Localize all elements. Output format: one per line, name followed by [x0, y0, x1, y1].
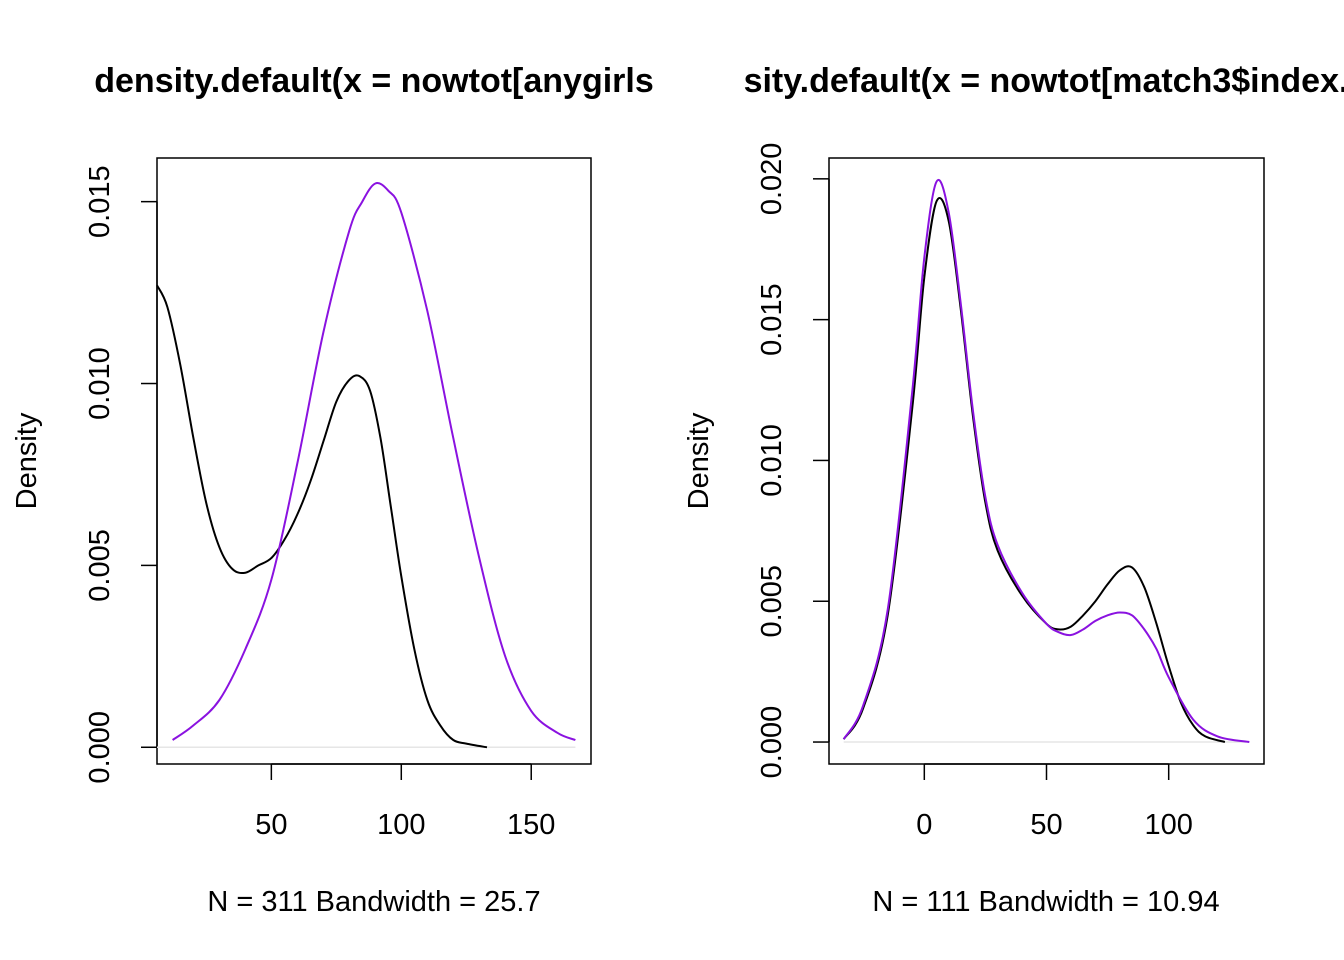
left-density-curve-2 — [172, 182, 576, 741]
left-y-axis: 0.000 0.005 0.010 0.015 — [84, 165, 158, 784]
left-density-curve-1 — [156, 284, 488, 749]
right-x-tick-label: 0 — [916, 809, 932, 841]
right-x-axis: 0 50 100 — [916, 763, 1193, 841]
left-y-tick-label: 0.015 — [84, 165, 116, 238]
right-x-axis-label: N = 111 Bandwidth = 10.94 — [872, 886, 1219, 918]
right-density-curve-1 — [842, 196, 1226, 743]
right-x-tick-label: 50 — [1030, 809, 1062, 841]
left-y-tick-label: 0.010 — [84, 347, 116, 420]
right-y-axis: 0.000 0.005 0.010 0.015 0.020 — [756, 143, 830, 779]
right-density-lines — [842, 179, 1250, 743]
left-x-axis-label: N = 311 Bandwidth = 25.7 — [207, 886, 540, 918]
right-y-tick-label: 0.000 — [756, 706, 788, 779]
left-y-tick-label: 0.000 — [84, 711, 116, 784]
right-y-tick-label: 0.010 — [756, 424, 788, 497]
left-x-tick-label: 150 — [507, 809, 555, 841]
right-plot-frame — [828, 157, 1265, 765]
left-plot-frame — [156, 157, 592, 765]
right-density-curve-2 — [842, 179, 1250, 743]
left-density-lines — [156, 182, 576, 749]
left-y-tick-label: 0.005 — [84, 529, 116, 602]
right-y-axis-label: Density — [683, 412, 715, 509]
right-x-tick-label: 100 — [1144, 809, 1192, 841]
right-density-panel: sity.default(x = nowtot[match3$index. N … — [683, 62, 1344, 918]
left-x-tick-label: 50 — [255, 809, 287, 841]
left-chart-title: density.default(x = nowtot[anygirls — [94, 62, 654, 100]
right-y-tick-label: 0.020 — [756, 143, 788, 216]
left-density-panel: density.default(x = nowtot[anygirls N = … — [11, 62, 654, 918]
left-x-tick-label: 100 — [377, 809, 425, 841]
right-y-tick-label: 0.005 — [756, 565, 788, 638]
right-y-tick-label: 0.015 — [756, 283, 788, 356]
left-x-axis: 50 100 150 — [255, 763, 555, 841]
left-y-axis-label: Density — [11, 412, 43, 509]
right-chart-title: sity.default(x = nowtot[match3$index. — [744, 62, 1344, 100]
